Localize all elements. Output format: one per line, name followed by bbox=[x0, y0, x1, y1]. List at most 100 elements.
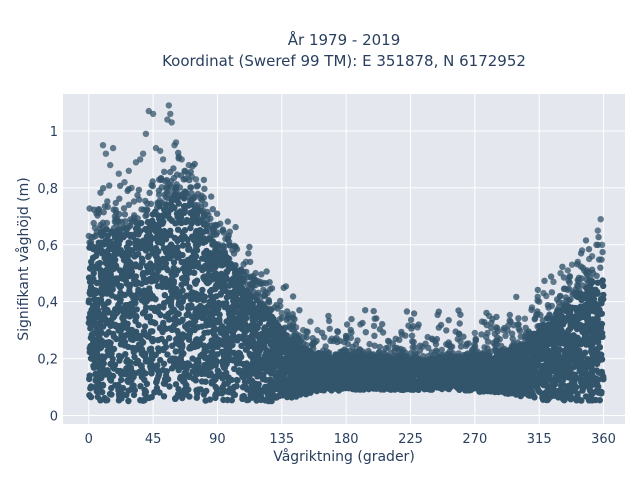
data-point bbox=[569, 335, 575, 341]
data-point bbox=[125, 326, 131, 332]
data-point bbox=[199, 335, 205, 341]
data-point bbox=[231, 283, 237, 289]
data-point bbox=[142, 391, 148, 397]
data-point bbox=[578, 304, 584, 310]
data-point bbox=[193, 230, 199, 236]
data-point bbox=[110, 356, 116, 362]
data-point bbox=[546, 323, 552, 329]
data-point bbox=[282, 361, 288, 367]
data-point bbox=[189, 355, 195, 361]
data-point bbox=[145, 359, 151, 365]
data-point bbox=[124, 269, 130, 275]
data-point bbox=[244, 360, 250, 366]
data-point bbox=[86, 392, 92, 398]
data-point bbox=[564, 314, 570, 320]
data-point bbox=[234, 377, 240, 383]
data-point bbox=[166, 335, 172, 341]
data-point bbox=[246, 372, 252, 378]
data-point bbox=[98, 277, 104, 283]
data-point bbox=[103, 260, 109, 266]
data-point bbox=[194, 278, 200, 284]
data-point bbox=[492, 389, 498, 395]
data-point bbox=[186, 374, 192, 380]
data-point bbox=[360, 385, 366, 391]
data-point bbox=[592, 334, 598, 340]
data-point bbox=[308, 388, 314, 394]
data-point bbox=[267, 389, 273, 395]
data-point bbox=[387, 383, 393, 389]
data-point bbox=[160, 367, 166, 373]
data-point bbox=[239, 396, 245, 402]
data-point bbox=[233, 335, 239, 341]
data-point bbox=[86, 376, 92, 382]
data-point bbox=[164, 207, 170, 213]
data-point bbox=[276, 386, 282, 392]
data-point bbox=[472, 374, 478, 380]
data-point bbox=[553, 345, 559, 351]
data-point bbox=[255, 346, 261, 352]
data-point bbox=[191, 327, 197, 333]
data-point bbox=[138, 367, 144, 373]
data-point bbox=[113, 336, 119, 342]
data-point bbox=[222, 364, 228, 370]
data-point bbox=[212, 384, 218, 390]
data-point bbox=[168, 288, 174, 294]
data-point bbox=[279, 381, 285, 387]
data-point bbox=[119, 251, 125, 257]
data-point bbox=[215, 340, 221, 346]
data-point bbox=[181, 295, 187, 301]
data-point bbox=[596, 322, 602, 328]
data-point bbox=[234, 300, 240, 306]
data-point bbox=[157, 357, 163, 363]
data-point bbox=[287, 383, 293, 389]
data-point bbox=[176, 200, 182, 206]
data-point bbox=[136, 322, 142, 328]
data-point bbox=[95, 297, 101, 303]
data-point bbox=[195, 360, 201, 366]
data-point bbox=[220, 397, 226, 403]
data-point bbox=[134, 306, 140, 312]
data-point bbox=[87, 290, 93, 296]
data-point bbox=[151, 389, 157, 395]
data-point bbox=[231, 319, 237, 325]
data-point bbox=[229, 397, 235, 403]
data-point bbox=[226, 389, 232, 395]
data-point bbox=[531, 362, 537, 368]
data-point bbox=[169, 325, 175, 331]
data-point bbox=[125, 398, 131, 404]
data-point bbox=[95, 394, 101, 400]
data-point bbox=[540, 354, 546, 360]
data-point bbox=[593, 388, 599, 394]
data-point bbox=[160, 213, 166, 219]
data-point bbox=[214, 304, 220, 310]
data-point bbox=[161, 234, 167, 240]
data-point bbox=[128, 364, 134, 370]
data-point bbox=[305, 364, 311, 370]
data-point bbox=[107, 376, 113, 382]
data-point bbox=[586, 396, 592, 402]
data-point bbox=[153, 379, 159, 385]
data-point bbox=[166, 316, 172, 322]
data-point bbox=[131, 277, 137, 283]
data-point bbox=[519, 373, 525, 379]
data-point bbox=[163, 344, 169, 350]
data-point bbox=[168, 309, 174, 315]
data-point bbox=[260, 365, 266, 371]
data-point bbox=[107, 340, 113, 346]
data-point bbox=[565, 327, 571, 333]
data-point bbox=[197, 353, 203, 359]
data-point bbox=[105, 268, 111, 274]
data-point bbox=[179, 229, 185, 235]
data-point bbox=[207, 396, 213, 402]
data-point bbox=[573, 346, 579, 352]
data-point bbox=[88, 259, 94, 265]
data-point bbox=[561, 382, 567, 388]
data-point bbox=[119, 391, 125, 397]
data-point bbox=[596, 369, 602, 375]
data-point bbox=[381, 383, 387, 389]
data-point bbox=[209, 294, 215, 300]
data-point bbox=[145, 268, 151, 274]
data-point bbox=[176, 302, 182, 308]
